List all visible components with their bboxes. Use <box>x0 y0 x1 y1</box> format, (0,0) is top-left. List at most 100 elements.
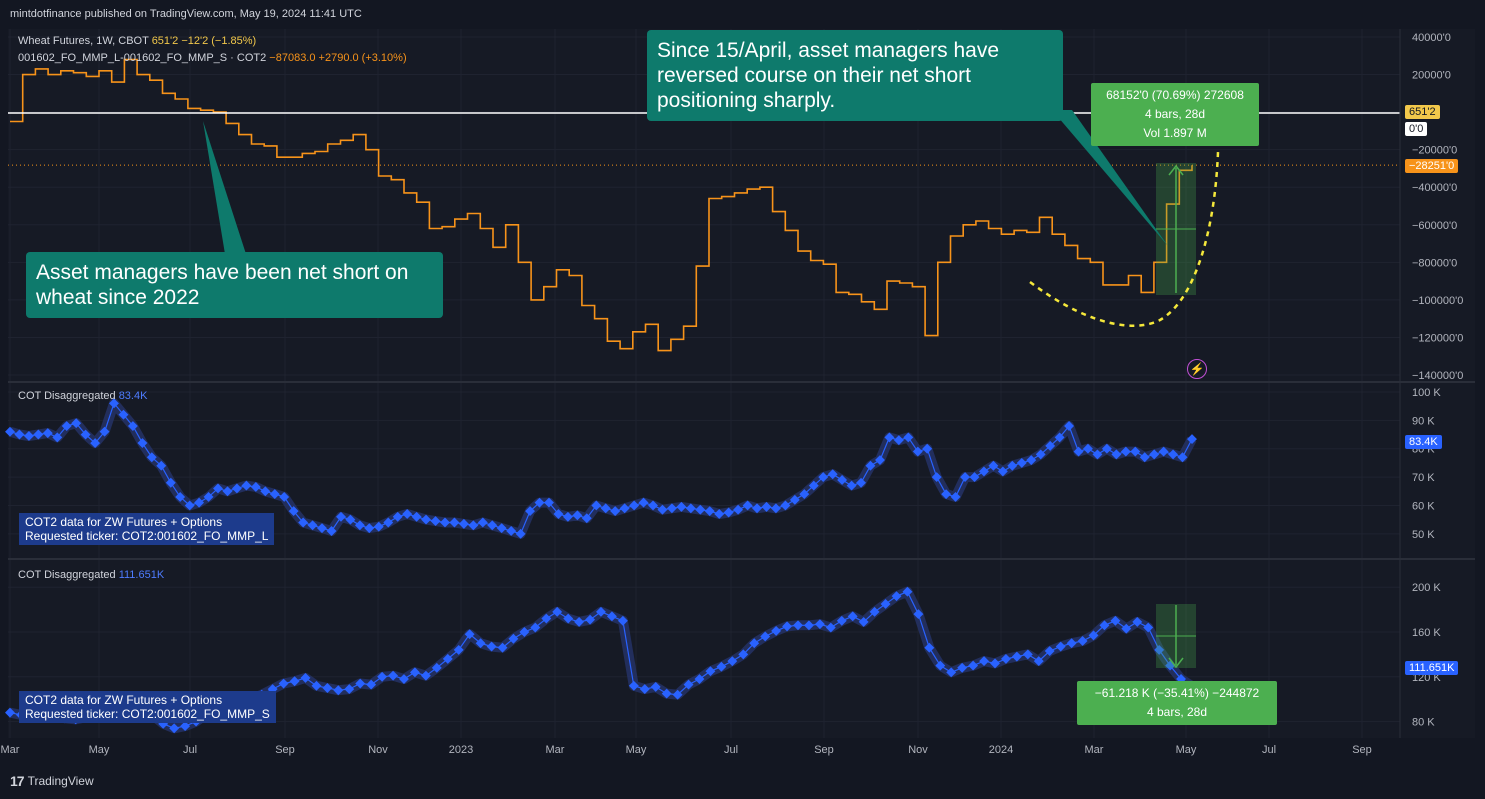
cot-point-1-123 <box>1168 449 1179 460</box>
cot-point-2-62 <box>683 679 694 690</box>
price-change: −12'2 (−1.85%) <box>181 35 257 47</box>
cot-point-1-1 <box>14 429 25 440</box>
cot-point-2-95 <box>1044 646 1055 656</box>
cot-point-2-35 <box>388 670 399 681</box>
y-tick-label-2-1: 160 K <box>1412 627 1441 639</box>
note-reversal[interactable]: Since 15/April, asset managers have reve… <box>647 30 1063 121</box>
x-tick-label-0: Mar <box>1 744 20 756</box>
cot-point-1-104 <box>988 460 999 471</box>
cot-point-2-59 <box>650 681 661 692</box>
alert-icon[interactable]: ⚡ <box>1187 359 1207 379</box>
cot-long-legend: COT Disaggregated 83.4K <box>18 390 147 402</box>
cot-point-1-70 <box>666 503 677 514</box>
series-name[interactable]: 001602_FO_MMP_L-001602_FO_MMP_S · COT2 <box>18 52 267 64</box>
cot-long-info-box: COT2 data for ZW Futures + Options Reque… <box>19 513 275 545</box>
cot-point-2-60 <box>661 688 672 699</box>
cot-point-1-30 <box>288 506 299 517</box>
last-price: 651'2 <box>151 35 179 47</box>
cot-long-name[interactable]: COT Disaggregated <box>18 390 116 402</box>
cot-point-2-77 <box>847 611 858 622</box>
x-tick-label-5: 2023 <box>449 744 473 756</box>
cot-point-1-7 <box>71 418 82 429</box>
cot-point-1-10 <box>99 426 110 437</box>
cot-point-1-111 <box>1054 432 1065 443</box>
cot-point-1-40 <box>383 517 394 528</box>
cot-point-2-98 <box>1077 635 1088 646</box>
y-tick-label-0-7: −100000'0 <box>1412 295 1463 307</box>
cot-point-1-68 <box>648 500 658 511</box>
price-legend: Wheat Futures, 1W, CBOT 651'2 −12'2 (−1.… <box>18 35 256 47</box>
cot-point-2-28 <box>311 680 322 691</box>
cot-point-1-78 <box>742 500 753 511</box>
cot-point-1-69 <box>657 504 668 515</box>
cot-point-2-49 <box>541 613 552 624</box>
tradingview-logo-icon[interactable]: 17 <box>10 773 25 789</box>
cot-point-2-15 <box>169 723 180 734</box>
note-net-short[interactable]: Asset managers have been net short on wh… <box>26 252 443 318</box>
cot-point-1-55 <box>525 506 536 517</box>
cot-point-1-4 <box>42 428 53 439</box>
y-tick-label-0-1: 20000'0 <box>1412 70 1451 82</box>
cot-point-2-68 <box>749 638 760 649</box>
cot-point-1-39 <box>373 521 384 532</box>
cot-short-info-ticker: Requested ticker: COT2:001602_FO_MMP_S <box>25 707 270 721</box>
cot-point-1-13 <box>127 421 138 431</box>
cot-point-2-51 <box>563 613 574 624</box>
cot-point-1-105 <box>997 466 1008 477</box>
cot-point-1-17 <box>165 477 176 488</box>
cot-point-2-90 <box>990 658 1000 669</box>
footer: 17 TradingView <box>10 773 94 789</box>
cot-point-1-65 <box>619 503 630 514</box>
tradingview-brand[interactable]: TradingView <box>27 774 94 788</box>
measure-shorts-bars: 4 bars, 28d <box>1146 705 1208 719</box>
cot-point-2-87 <box>957 662 968 673</box>
y-tick-label-0-8: −120000'0 <box>1412 332 1463 344</box>
cot-point-1-116 <box>1101 443 1112 454</box>
cot-long-last-tag: 83.4K <box>1405 435 1442 449</box>
cot-point-1-46 <box>440 517 450 528</box>
cot-point-1-71 <box>676 501 687 512</box>
x-tick-label-15: Sep <box>1352 744 1372 756</box>
symbol-name[interactable]: Wheat Futures, 1W, CBOT <box>18 35 149 47</box>
cot-point-1-50 <box>477 517 488 528</box>
cot-point-1-20 <box>194 497 205 508</box>
cot-point-1-98 <box>931 472 942 483</box>
cot-point-2-67 <box>738 649 749 660</box>
cot-point-1-117 <box>1111 449 1122 460</box>
cot-point-2-104 <box>1143 622 1154 633</box>
cot-point-1-23 <box>222 486 233 497</box>
cot-long-value: 83.4K <box>118 390 148 402</box>
cot-point-2-61 <box>672 689 683 700</box>
measure-box-shorts[interactable]: −61.218 K (−35.41%) −244872 4 bars, 28d <box>1077 681 1277 725</box>
measure-box-net[interactable]: 68152'0 (70.69%) 272608 4 bars, 28d Vol … <box>1091 83 1259 146</box>
cot-point-2-85 <box>935 660 946 671</box>
cot-point-1-64 <box>610 506 621 517</box>
cot-short-legend: COT Disaggregated 111.651K <box>18 569 164 581</box>
cot-point-2-58 <box>639 684 650 695</box>
cot-short-name[interactable]: COT Disaggregated <box>18 569 116 581</box>
cot-short-value: 111.651K <box>118 569 165 581</box>
cot-point-1-88 <box>837 474 848 485</box>
cot-point-1-53 <box>506 526 517 536</box>
cot-point-2-66 <box>727 656 738 667</box>
x-tick-label-1: May <box>89 744 110 756</box>
y-tick-label-1-3: 70 K <box>1412 472 1435 484</box>
cot-point-1-81 <box>770 503 781 514</box>
cot-point-2-93 <box>1022 649 1033 660</box>
x-tick-label-13: May <box>1176 744 1197 756</box>
measure-net-volume: Vol 1.897 M <box>1143 126 1207 140</box>
cot-point-1-25 <box>241 480 252 491</box>
cot-point-2-78 <box>858 616 869 627</box>
cot-point-2-92 <box>1011 651 1022 662</box>
cot-point-2-63 <box>694 674 705 684</box>
cot-point-2-50 <box>552 606 563 617</box>
cot-point-2-0 <box>5 707 15 718</box>
x-tick-label-7: May <box>626 744 647 756</box>
x-tick-label-9: Sep <box>814 744 834 756</box>
cot-point-2-36 <box>399 674 409 684</box>
cot-point-2-103 <box>1132 616 1143 627</box>
y-tick-label-0-6: −80000'0 <box>1412 257 1457 269</box>
cot-short-info-box: COT2 data for ZW Futures + Options Reque… <box>19 691 276 723</box>
y-tick-label-0-9: −140000'0 <box>1412 370 1463 382</box>
cot-point-1-85 <box>808 480 819 491</box>
